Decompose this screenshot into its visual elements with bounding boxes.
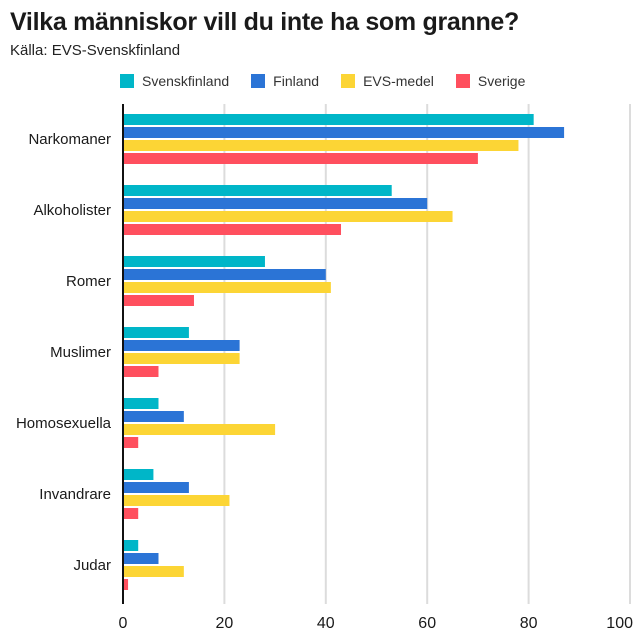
bar-judar-sverige (123, 579, 129, 590)
legend: Svenskfinland Finland EVS-medel Sverige (120, 73, 525, 89)
chart-subtitle: Källa: EVS-Svenskfinland (10, 42, 181, 59)
x-tick-label: 0 (119, 615, 128, 632)
bar-homosexuella-sverige (123, 437, 139, 448)
bar-alkoholister-evs-medel (123, 211, 453, 222)
x-tick-label: 100 (606, 615, 633, 632)
legend-item-sverige: Sverige (455, 73, 526, 89)
category-label: Muslimer (50, 344, 111, 361)
legend-label: EVS-medel (363, 73, 434, 89)
bar-narkomaner-svenskfinland (123, 114, 534, 125)
x-tick-label: 60 (418, 615, 436, 632)
legend-item-finland: Finland (251, 73, 319, 89)
bar-romer-evs-medel (123, 282, 331, 293)
category-label: Romer (66, 273, 111, 290)
bar-homosexuella-svenskfinland (123, 398, 159, 409)
x-tick-label: 40 (317, 615, 335, 632)
chart-title: Vilka människor vill du inte ha som gran… (10, 8, 519, 36)
bar-muslimer-svenskfinland (123, 327, 189, 338)
bar-alkoholister-finland (123, 198, 428, 209)
bar-narkomaner-evs-medel (123, 140, 519, 151)
legend-swatch (120, 74, 134, 88)
legend-label: Finland (273, 73, 320, 89)
bar-alkoholister-sverige (123, 224, 342, 235)
legend-label: Sverige (477, 73, 526, 89)
bar-romer-sverige (123, 295, 194, 306)
category-label: Alkoholister (33, 202, 111, 219)
category-label: Homosexuella (16, 415, 112, 432)
bar-invandrare-finland (123, 482, 189, 493)
legend-label: Svenskfinland (142, 73, 230, 89)
bar-muslimer-evs-medel (123, 353, 240, 364)
legend-swatch (455, 74, 470, 88)
bar-invandrare-evs-medel (123, 495, 230, 506)
bar-homosexuella-finland (123, 411, 184, 422)
legend-swatch (341, 74, 356, 88)
bar-narkomaner-finland (123, 127, 565, 138)
bar-muslimer-finland (123, 340, 240, 351)
legend-swatch (251, 74, 266, 88)
category-label: Judar (73, 557, 111, 574)
bar-invandrare-sverige (123, 508, 139, 519)
bar-judar-svenskfinland (123, 540, 139, 551)
bar-judar-evs-medel (123, 566, 184, 577)
bar-romer-finland (123, 269, 326, 280)
bar-romer-svenskfinland (123, 256, 265, 267)
x-tick-label: 80 (520, 615, 538, 632)
bar-narkomaner-sverige (123, 153, 478, 164)
bar-alkoholister-svenskfinland (123, 185, 392, 196)
x-tick-label: 20 (216, 615, 234, 632)
legend-item-evs-medel: EVS-medel (341, 73, 434, 89)
category-label: Narkomaner (28, 131, 111, 148)
bar-homosexuella-evs-medel (123, 424, 276, 435)
legend-item-svenskfinland: Svenskfinland (120, 73, 229, 89)
bar-muslimer-sverige (123, 366, 159, 377)
bar-invandrare-svenskfinland (123, 469, 154, 480)
category-label: Invandrare (39, 486, 111, 503)
bar-judar-finland (123, 553, 159, 564)
